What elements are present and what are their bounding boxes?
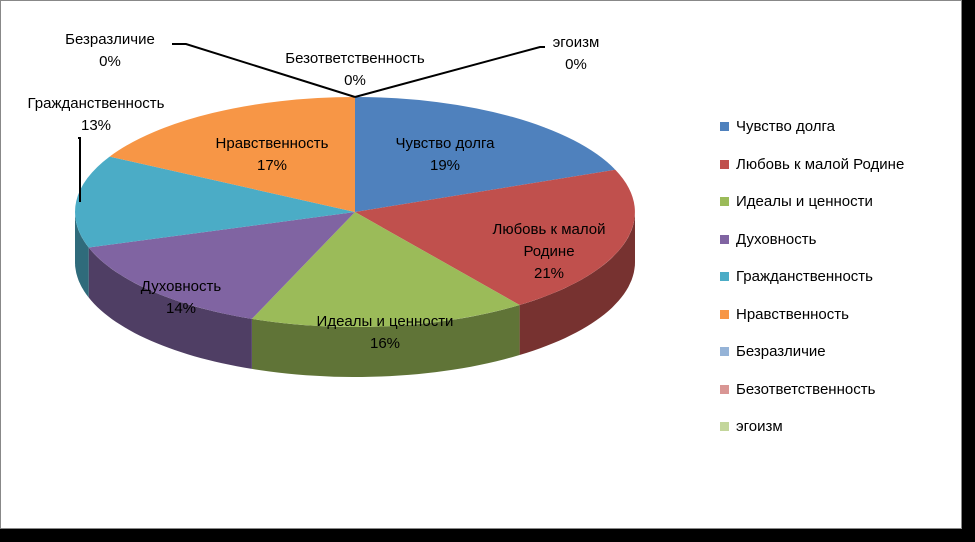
pie-slice-side [75, 212, 89, 298]
legend-label: Духовность [736, 230, 817, 248]
legend-item: Гражданственность [720, 258, 904, 296]
pie-slice-side [251, 305, 520, 377]
legend-label: Любовь к малой Родине [736, 155, 905, 173]
data-label: Безразличие 0% [65, 31, 155, 70]
legend-item: Любовь к малой Родине [720, 146, 904, 184]
data-label: Безответственность 0% [285, 50, 425, 89]
pie-slice-side [88, 247, 252, 369]
legend-item: Безразличие [720, 333, 904, 371]
data-label: Духовность 14% [141, 278, 222, 317]
legend-swatch [720, 422, 729, 432]
legend-item: Идеалы и ценности [720, 183, 904, 221]
leader-line [78, 137, 81, 202]
legend-swatch [720, 234, 729, 244]
pie-slice [88, 212, 355, 319]
legend-label: Безответственность [736, 380, 876, 398]
legend-item: Чувство долга [720, 108, 904, 146]
legend-item: эгоизм [720, 408, 904, 446]
legend-swatch [720, 384, 729, 394]
leader-line [354, 46, 545, 98]
pie-slice [109, 97, 355, 212]
legend-swatch [720, 122, 729, 132]
data-label: эгоизм 0% [553, 34, 600, 73]
data-label: Любовь к малой Родине 21% [492, 221, 605, 282]
data-label: Чувство долга 19% [396, 135, 496, 174]
legend: Чувство долга Любовь к малой Родине Идеа… [720, 108, 904, 446]
legend-label: Безразличие [736, 343, 826, 361]
legend-label: эгоизм [736, 418, 783, 436]
pie-slice [75, 156, 356, 248]
legend-item: Нравственность [720, 296, 904, 334]
legend-label: Идеалы и ценности [736, 193, 873, 211]
data-label: Идеалы и ценности 16% [317, 313, 454, 352]
data-label: Гражданственность 13% [28, 95, 165, 134]
legend-item: Безответственность [720, 371, 904, 409]
legend-label: Нравственность [736, 305, 849, 323]
leader-line [172, 43, 356, 98]
legend-label: Чувство долга [736, 118, 835, 136]
pie-slice-side [519, 212, 635, 355]
legend-swatch [720, 309, 729, 319]
data-label: Нравственность 17% [216, 135, 329, 174]
legend-swatch [720, 272, 729, 282]
legend-item: Духовность [720, 221, 904, 259]
legend-label: Гражданственность [736, 268, 873, 286]
pie-slice [251, 212, 520, 327]
legend-swatch [720, 347, 729, 357]
legend-swatch [720, 197, 729, 207]
pie-slice [355, 169, 635, 305]
pie-slice [355, 97, 616, 212]
legend-swatch [720, 159, 729, 169]
